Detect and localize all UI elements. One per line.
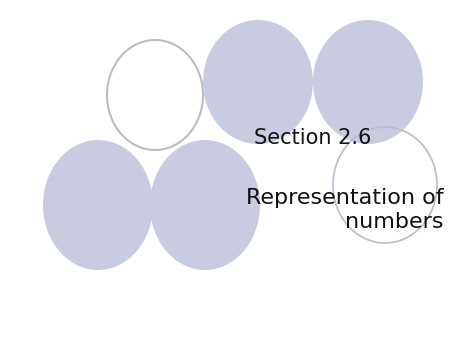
Ellipse shape	[313, 20, 423, 144]
Ellipse shape	[203, 20, 313, 144]
Text: Representation of
numbers: Representation of numbers	[246, 188, 444, 233]
Ellipse shape	[43, 140, 153, 270]
Ellipse shape	[150, 140, 260, 270]
Text: Section 2.6: Section 2.6	[254, 128, 372, 148]
